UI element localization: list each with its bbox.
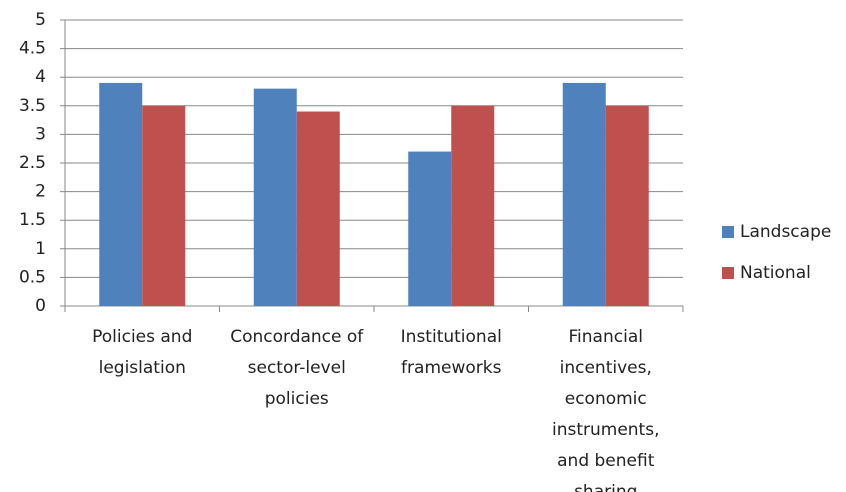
- y-tick-label: 1: [35, 239, 46, 259]
- legend-swatch: [722, 267, 734, 279]
- y-tick-label: 4: [35, 67, 46, 87]
- x-tick-label: Concordance of sector-level policies: [230, 327, 364, 409]
- legend-swatch: [722, 226, 734, 238]
- y-tick-label: 1.5: [19, 210, 46, 230]
- bar: [408, 151, 452, 306]
- bar: [605, 105, 649, 306]
- y-tick-label: 0.5: [19, 267, 46, 287]
- x-tick-label: Financial incentives, economic instrumen…: [551, 327, 660, 492]
- y-tick-label: 3: [35, 124, 46, 144]
- x-tick-label: Institutional frameworks: [400, 327, 502, 378]
- legend-label: National: [740, 263, 811, 283]
- y-tick-label: 3.5: [19, 96, 46, 116]
- legend-label: Landscape: [740, 222, 831, 242]
- y-tick-label: 5: [35, 10, 46, 30]
- bar: [296, 111, 340, 307]
- bar: [253, 88, 297, 306]
- bar: [451, 105, 495, 306]
- bar: [142, 105, 186, 306]
- y-tick-label: 2: [35, 182, 46, 202]
- y-tick-label: 4.5: [19, 39, 46, 59]
- y-tick-label: 0: [35, 296, 46, 316]
- x-tick-label: Policies and legislation: [92, 327, 193, 378]
- y-tick-label: 2.5: [19, 153, 46, 173]
- bar: [562, 82, 606, 306]
- bar: [99, 82, 143, 306]
